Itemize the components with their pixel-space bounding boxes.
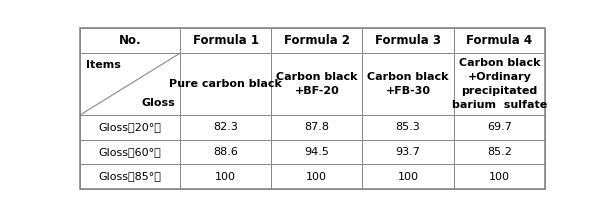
Text: 85.2: 85.2	[487, 147, 512, 157]
Bar	[271, 28, 362, 53]
Bar	[80, 53, 180, 115]
Text: Formula 1: Formula 1	[193, 34, 259, 47]
Text: Gloss（20°）: Gloss（20°）	[99, 122, 162, 132]
Bar	[362, 28, 454, 53]
Bar	[271, 164, 362, 189]
Text: 82.3: 82.3	[214, 122, 238, 132]
Bar	[362, 164, 454, 189]
Bar	[454, 140, 545, 164]
Bar	[454, 28, 545, 53]
Text: 100: 100	[489, 172, 510, 181]
Bar	[454, 53, 545, 115]
Text: Carbon black
+BF-20: Carbon black +BF-20	[276, 72, 357, 96]
Bar	[180, 115, 271, 140]
Text: Gloss（60°）: Gloss（60°）	[99, 147, 162, 157]
Text: 94.5: 94.5	[304, 147, 329, 157]
Bar	[80, 164, 180, 189]
Text: No.: No.	[119, 34, 142, 47]
Bar	[80, 28, 180, 53]
Bar	[362, 53, 454, 115]
Bar	[454, 115, 545, 140]
Text: Carbon black
+Ordinary
precipitated
barium  sulfate: Carbon black +Ordinary precipitated bari…	[452, 58, 547, 110]
Text: Formula 3: Formula 3	[375, 34, 441, 47]
Bar	[180, 53, 271, 115]
Text: 100: 100	[215, 172, 236, 181]
Bar	[454, 164, 545, 189]
Bar	[271, 115, 362, 140]
Text: Gloss: Gloss	[142, 98, 175, 108]
Text: 100: 100	[306, 172, 328, 181]
Bar	[180, 28, 271, 53]
Bar	[80, 140, 180, 164]
Text: Items: Items	[85, 60, 121, 70]
Text: 100: 100	[398, 172, 418, 181]
Bar	[362, 115, 454, 140]
Text: Pure carbon black: Pure carbon black	[169, 79, 282, 89]
Bar	[271, 53, 362, 115]
Text: Formula 2: Formula 2	[284, 34, 350, 47]
Text: 87.8: 87.8	[304, 122, 329, 132]
Bar	[362, 140, 454, 164]
Text: Formula 4: Formula 4	[466, 34, 533, 47]
Text: 85.3: 85.3	[396, 122, 420, 132]
Bar	[80, 115, 180, 140]
Bar	[180, 140, 271, 164]
Text: 88.6: 88.6	[214, 147, 238, 157]
Text: 69.7: 69.7	[487, 122, 512, 132]
Text: Gloss（85°）: Gloss（85°）	[99, 172, 162, 181]
Bar	[271, 140, 362, 164]
Text: Carbon black
+FB-30: Carbon black +FB-30	[367, 72, 449, 96]
Text: 93.7: 93.7	[395, 147, 420, 157]
Bar	[180, 164, 271, 189]
